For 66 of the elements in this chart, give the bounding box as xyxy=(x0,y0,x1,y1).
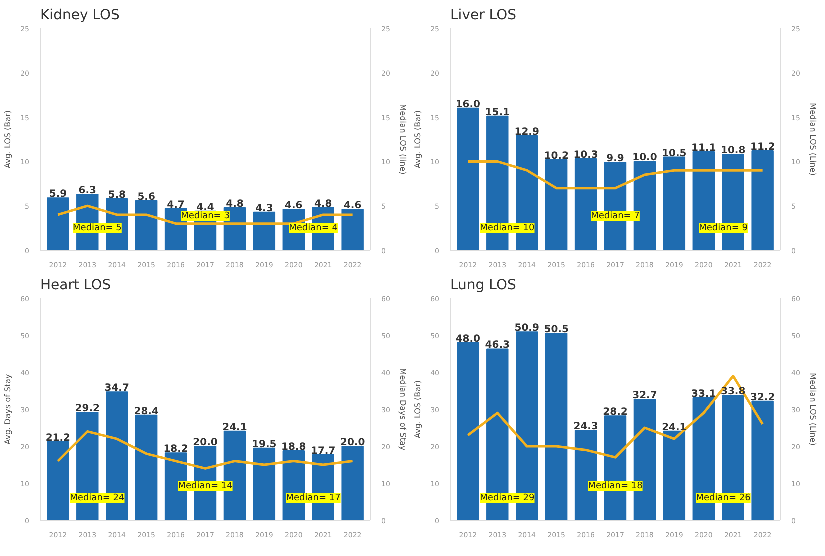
annotation: Median= 4 xyxy=(289,224,338,234)
data-label: 24.3 xyxy=(574,422,598,433)
data-label: 4.3 xyxy=(256,203,274,214)
data-label: 10.8 xyxy=(721,146,746,157)
data-label: 11.2 xyxy=(750,142,776,154)
data-label: 46.3 xyxy=(485,340,510,352)
data-label: 24.1 xyxy=(222,422,248,434)
annotation: Median= 18 xyxy=(588,482,644,492)
data-label: 18.8 xyxy=(282,442,306,453)
data-label: 32.2 xyxy=(750,392,776,404)
y-axis-title: Avg. Days of Stay xyxy=(4,374,13,445)
data-label: 18.2 xyxy=(164,444,188,456)
annotation: Median= 9 xyxy=(699,224,748,234)
data-label: 17.7 xyxy=(311,446,336,458)
data-label: 32.7 xyxy=(632,390,658,402)
annotation: Median= 14 xyxy=(178,482,234,492)
data-label: 29.2 xyxy=(75,403,100,414)
data-label: 48.0 xyxy=(456,334,481,345)
chart-title: Kidney LOS xyxy=(40,8,120,24)
data-label: 4.6 xyxy=(285,200,303,212)
annotation: Median= 17 xyxy=(286,494,341,504)
data-label: 4.8 xyxy=(314,198,332,210)
data-label: 34.7 xyxy=(104,383,130,394)
y2-axis-title: Median LOS (Line) xyxy=(808,103,818,176)
data-label: 9.9 xyxy=(606,154,624,165)
data-label: 10.5 xyxy=(662,148,687,160)
data-label: 33.1 xyxy=(692,389,716,400)
data-label: 20.0 xyxy=(193,438,218,448)
chart-title: Lung LOS xyxy=(450,278,516,294)
y-axis-title: Avg. LOS (Bar) xyxy=(4,110,13,168)
annotation: Median= 24 xyxy=(70,494,126,504)
chart-title: Heart LOS xyxy=(40,278,112,294)
data-label: 6.3 xyxy=(78,186,97,197)
data-label: 4.7 xyxy=(167,200,185,211)
data-label: 50.9 xyxy=(514,323,540,334)
data-label: 20.0 xyxy=(340,438,366,448)
data-label: 11.1 xyxy=(692,142,716,154)
annotation: Median= 29 xyxy=(480,494,536,504)
data-label: 16.0 xyxy=(456,99,481,110)
y-axis-title: Avg. LOS (Bar) xyxy=(414,380,423,438)
data-label: 4.6 xyxy=(344,200,362,212)
data-label: 28.4 xyxy=(134,406,159,418)
data-label: 10.2 xyxy=(544,150,569,162)
y-axis-title: Avg. LOS (Bar) xyxy=(414,110,423,168)
annotation: Median= 26 xyxy=(696,494,752,504)
data-label: 12.9 xyxy=(514,126,540,138)
data-label: 19.5 xyxy=(252,439,277,450)
annotation: Median= 10 xyxy=(480,224,536,234)
data-label: 15.1 xyxy=(485,107,510,118)
chart-title: Liver LOS xyxy=(450,8,517,24)
annotation: Median= 7 xyxy=(591,212,640,222)
annotation: Median= 3 xyxy=(181,212,230,222)
data-label: 21.2 xyxy=(46,433,71,444)
data-label: 50.5 xyxy=(544,324,569,336)
data-label: 5.9 xyxy=(49,189,68,200)
annotation: Median= 5 xyxy=(73,224,122,234)
y2-axis-title: Median Days of Stay xyxy=(398,368,408,451)
data-label: 5.6 xyxy=(138,192,156,203)
data-label: 10.3 xyxy=(574,150,598,162)
data-label: 5.8 xyxy=(108,190,126,201)
data-label: 4.8 xyxy=(226,198,244,210)
y2-axis-title: Median LOS (Line) xyxy=(808,373,818,446)
data-label: 28.2 xyxy=(603,407,628,418)
data-label: 10.0 xyxy=(632,152,658,164)
data-label: 24.1 xyxy=(662,422,687,434)
y2-axis-title: Median LOS (line) xyxy=(398,104,408,175)
